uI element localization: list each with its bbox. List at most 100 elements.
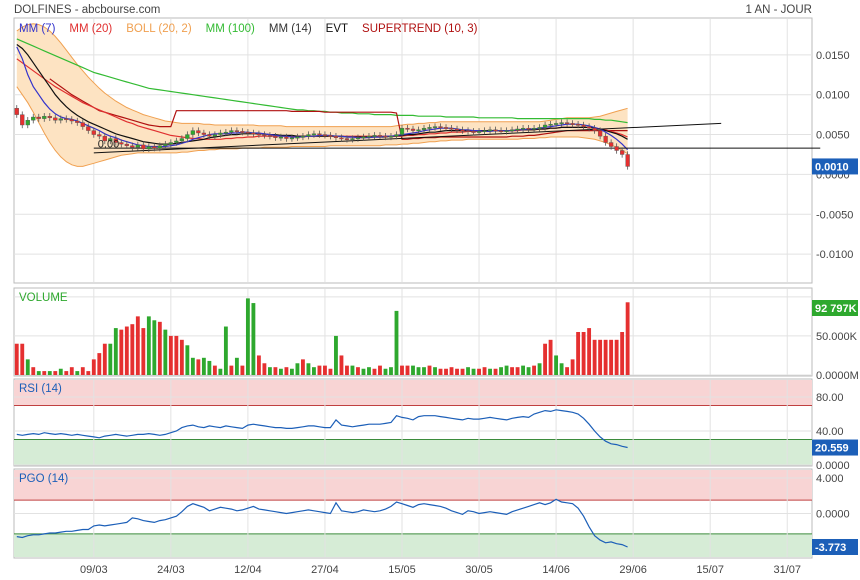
volume-bar (284, 367, 289, 375)
candle-body (196, 130, 201, 134)
candle-body (278, 136, 284, 139)
candle-body (333, 135, 339, 138)
candle (460, 126, 465, 134)
candle (168, 139, 173, 148)
volume-bar (130, 324, 135, 375)
trend-line[interactable] (93, 122, 722, 154)
candle (289, 134, 295, 142)
candle-body (449, 127, 454, 130)
candle (262, 131, 267, 139)
volume-bar (146, 316, 151, 375)
x-tick-label: 30/05 (465, 564, 493, 576)
candle (603, 132, 608, 146)
candle-body (570, 123, 575, 125)
volume-bar (576, 332, 581, 375)
candle (163, 140, 168, 149)
volume-bar (229, 365, 234, 375)
volume-bar (53, 371, 58, 375)
candle-body (361, 136, 366, 139)
volume-bar (312, 367, 316, 375)
candle-body (575, 123, 581, 126)
last-value-badge (812, 538, 858, 555)
pgo-zones (14, 470, 812, 557)
volume-bar (64, 371, 69, 375)
candle (504, 127, 509, 135)
candle (284, 133, 289, 142)
volume-bar (190, 357, 195, 375)
legend-entry[interactable]: BOLL (20, 2) (126, 23, 192, 35)
candle (443, 124, 449, 132)
candle-body (388, 135, 394, 138)
candle (564, 119, 570, 127)
candle-body (64, 118, 69, 121)
legend-entry[interactable]: MM (7) (19, 23, 56, 35)
candle-body (559, 122, 564, 125)
volume-bar (603, 339, 608, 375)
oversold-zone (14, 439, 812, 465)
candle-body (267, 135, 273, 137)
legend-entry[interactable]: MM (14) (269, 23, 312, 35)
candle-body (592, 127, 597, 131)
volume-bar (466, 367, 470, 375)
bollinger-upper-line (16, 23, 628, 128)
legend-entry[interactable]: EVT (326, 23, 348, 35)
candle (300, 132, 306, 141)
volume-bar (135, 316, 140, 375)
candle-body (157, 145, 162, 149)
volume-bar (504, 365, 509, 375)
legend-entry[interactable]: MM (100) (206, 23, 255, 35)
candle-body (245, 131, 251, 134)
candle-body (113, 138, 118, 143)
candle-body (201, 132, 206, 135)
candle (377, 132, 383, 140)
volume-bar (444, 368, 448, 375)
candle (157, 142, 162, 152)
candle-body (25, 120, 30, 126)
candle-body (300, 135, 306, 138)
candle (69, 116, 74, 125)
volume-bar (306, 363, 311, 375)
x-tick-label: 31/07 (773, 564, 801, 576)
candle-body (240, 131, 245, 133)
volume-bar (47, 371, 52, 375)
volume-bar (598, 339, 603, 375)
volume-bar (75, 371, 80, 375)
candle (476, 128, 482, 136)
candle (531, 124, 537, 133)
candle-body (537, 127, 542, 129)
x-tick-label: 24/03 (157, 564, 185, 576)
candle (372, 132, 377, 140)
pgo-series-line (16, 498, 628, 548)
x-tick-label: 12/04 (234, 564, 262, 576)
volume-bar (113, 328, 118, 375)
volume-bar (620, 332, 625, 375)
volume-bar (273, 367, 278, 375)
candle-body (399, 127, 405, 135)
rsi-line (16, 409, 628, 449)
candle (240, 128, 245, 136)
pgo-title: PGO (14) (19, 473, 68, 485)
volume-bar (389, 367, 393, 375)
bollinger-lower-line (16, 86, 628, 167)
last-value-label: 92 797K (815, 303, 857, 315)
volume-bar (245, 298, 250, 375)
candle (119, 139, 124, 148)
candle-body (328, 135, 333, 137)
volume-bar (201, 357, 206, 375)
legend-entry[interactable]: SUPERTREND (10, 3) (362, 23, 478, 35)
volume-bar (278, 368, 283, 375)
volume-bar (383, 368, 388, 375)
last-value-label: -3.773 (815, 542, 846, 554)
volume-bar (411, 365, 415, 375)
candle-body (31, 116, 36, 121)
volume-bar (532, 365, 537, 375)
candle (245, 128, 251, 137)
candle-body (119, 142, 124, 145)
candle-body (168, 142, 173, 145)
legend-entry[interactable]: MM (20) (69, 23, 112, 35)
candle-body (75, 120, 80, 123)
candle (427, 124, 432, 132)
volume-bar (334, 335, 338, 375)
rsi-title: RSI (14) (19, 383, 62, 395)
chart-period[interactable]: 1 AN - JOUR (746, 4, 812, 16)
